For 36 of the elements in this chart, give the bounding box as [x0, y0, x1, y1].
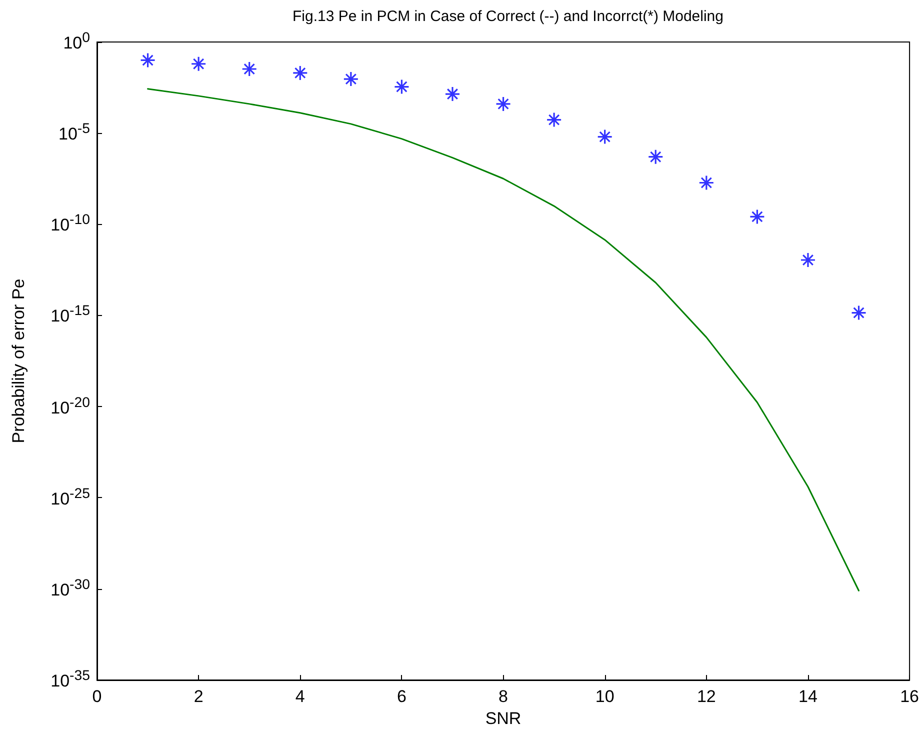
- point: [850, 304, 867, 321]
- x-tick-label: 2: [194, 687, 204, 706]
- point: [648, 149, 664, 165]
- y-axis-title: Probability of error Pe: [9, 278, 28, 444]
- x-tick-label: 8: [498, 687, 508, 706]
- point: [597, 129, 613, 145]
- x-tick-label: 6: [396, 687, 406, 706]
- x-tick-label: 0: [92, 687, 102, 706]
- chart-title: Fig.13 Pe in PCM in Case of Correct (--) and Incorrct(*) Modeling: [292, 8, 724, 25]
- y-tick-label: 10$^{-25}$: [50, 484, 90, 510]
- point: [242, 61, 258, 77]
- x-tick-label: 12: [696, 687, 716, 706]
- x-tick-label: 14: [798, 687, 818, 706]
- y-tick-label: 10$^{0}$: [63, 29, 90, 54]
- line-series: [147, 88, 860, 592]
- y-tick-label: 10$^{-15}$: [50, 302, 90, 328]
- point: [800, 252, 816, 268]
- point: [394, 78, 410, 95]
- y-tick-label: 10$^{-30}$: [50, 576, 90, 600]
- y-tick-label: 10$^{-5}$: [58, 120, 90, 145]
- x-tick-label: 16: [900, 687, 920, 706]
- point: [444, 86, 460, 102]
- y-tick-label: 10$^{-10}$: [50, 211, 90, 236]
- point: [546, 112, 562, 128]
- point: [292, 65, 308, 81]
- x-tick-label: 10: [595, 687, 614, 706]
- point: [343, 71, 359, 87]
- y-tick-label: 10$^{-20}$: [50, 394, 90, 418]
- y-tick-label: 10$^{-35}$: [50, 667, 90, 692]
- point: [698, 174, 714, 191]
- x-tick-label: 4: [295, 687, 305, 706]
- x-axis-title: SNR: [485, 709, 522, 728]
- point: [190, 56, 206, 72]
- point: [140, 52, 156, 68]
- point: [749, 208, 765, 225]
- point: [495, 96, 512, 112]
